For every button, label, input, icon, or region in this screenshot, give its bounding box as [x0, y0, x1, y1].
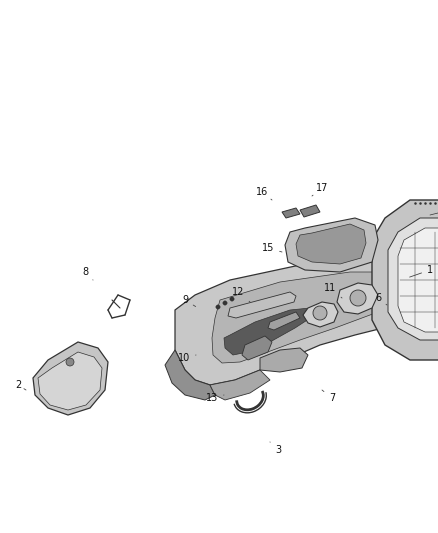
Polygon shape [398, 228, 438, 332]
Text: 11: 11 [324, 283, 342, 298]
Text: 9: 9 [182, 295, 196, 306]
Text: 4: 4 [0, 532, 1, 533]
Text: 15: 15 [262, 243, 282, 253]
Polygon shape [210, 370, 270, 400]
Text: 8: 8 [82, 267, 93, 280]
Polygon shape [285, 218, 378, 272]
Polygon shape [228, 292, 296, 318]
Circle shape [230, 297, 234, 301]
Polygon shape [337, 283, 378, 314]
Polygon shape [33, 342, 108, 415]
Text: 6: 6 [375, 293, 387, 305]
Polygon shape [296, 224, 366, 264]
Circle shape [66, 358, 74, 366]
Circle shape [223, 301, 227, 305]
Text: 7: 7 [322, 390, 335, 403]
Text: 16: 16 [256, 187, 272, 200]
Text: 5: 5 [0, 532, 1, 533]
Polygon shape [388, 218, 438, 340]
Polygon shape [268, 312, 300, 330]
Polygon shape [300, 205, 320, 217]
Polygon shape [224, 308, 315, 355]
Text: 10: 10 [178, 353, 196, 363]
Text: 13: 13 [206, 393, 224, 403]
Polygon shape [282, 208, 300, 218]
Text: 1: 1 [410, 265, 433, 277]
Text: 2: 2 [15, 380, 26, 390]
Polygon shape [303, 302, 338, 327]
Circle shape [350, 290, 366, 306]
Polygon shape [175, 262, 435, 385]
Text: 12: 12 [232, 287, 250, 302]
Polygon shape [212, 272, 418, 363]
Text: 14: 14 [0, 532, 1, 533]
Text: 3: 3 [270, 442, 281, 455]
Text: 17: 17 [312, 183, 328, 196]
Polygon shape [38, 352, 102, 410]
Polygon shape [165, 350, 215, 400]
Circle shape [216, 305, 220, 309]
Circle shape [313, 306, 327, 320]
Polygon shape [372, 200, 438, 360]
Polygon shape [260, 348, 308, 372]
Polygon shape [242, 336, 272, 360]
